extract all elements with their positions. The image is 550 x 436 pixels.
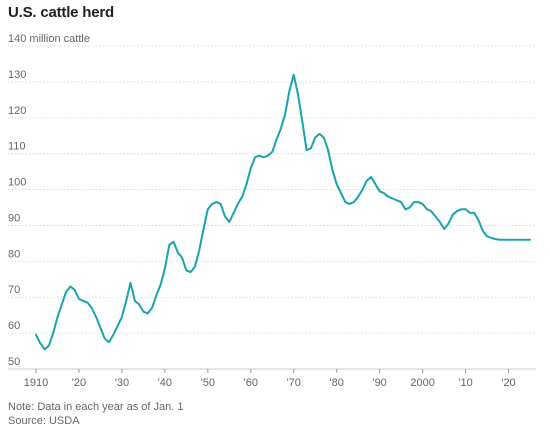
x-tick-label: '20 (501, 377, 515, 389)
chart-note: Note: Data in each year as of Jan. 1 (8, 401, 184, 413)
y-tick-label: 110 (8, 141, 26, 153)
x-tick-labels: 1910 '20 '30 '40 '50 '60 '70 '80 '90 2000 '10 '20 (24, 369, 516, 389)
x-tick-label: '90 (372, 377, 386, 389)
x-tick-label: '70 (287, 377, 301, 389)
grid-lines (8, 45, 536, 370)
y-tick-label: 60 (8, 320, 20, 332)
x-tick-label: '20 (72, 377, 86, 389)
y-tick-label: 90 (8, 212, 20, 224)
x-tick-label: 1910 (24, 377, 48, 389)
x-tick-label: '80 (330, 377, 344, 389)
chart-title: U.S. cattle herd (8, 4, 114, 21)
y-tick-label: 100 (8, 177, 26, 189)
y-tick-label: 50 (8, 356, 20, 368)
y-tick-label: 130 (8, 69, 26, 81)
x-tick-label: 2000 (410, 377, 434, 389)
y-tick-labels: 50 60 70 80 90 100 110 120 130 140 million cattle (8, 33, 90, 368)
x-tick-label: '10 (458, 377, 472, 389)
chart-source: Source: USDA (8, 415, 80, 427)
x-tick-label: '30 (115, 377, 129, 389)
series-line (35, 73, 531, 351)
x-tick-label: '60 (244, 377, 258, 389)
x-tick-label: '40 (158, 377, 172, 389)
y-tick-label: 70 (8, 284, 20, 296)
series-layer (35, 73, 531, 351)
x-tick-label: '50 (201, 377, 215, 389)
y-tick-label: 80 (8, 248, 20, 260)
y-tick-label: 120 (8, 105, 26, 117)
y-tick-label: 140 million cattle (8, 33, 90, 45)
